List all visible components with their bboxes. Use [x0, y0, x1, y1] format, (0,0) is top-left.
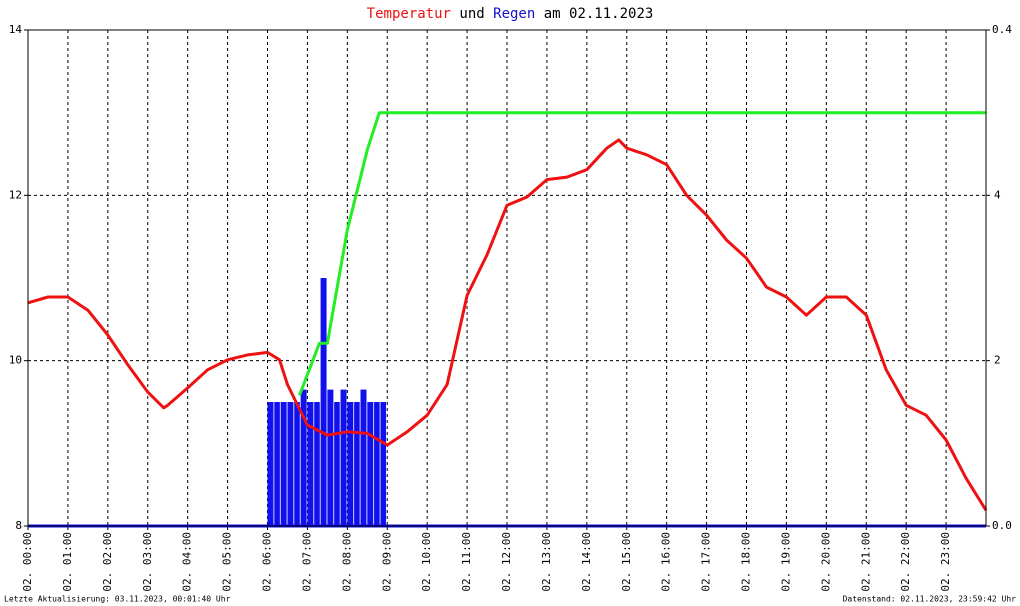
rain-bar	[347, 402, 354, 526]
x-tick-label: 02. 10:00	[420, 532, 433, 592]
title-part: am 02.11.2023	[544, 6, 654, 22]
x-tick-label: 02. 12:00	[500, 532, 513, 592]
y3-tick-label: 0.0	[992, 519, 1012, 532]
x-tick-label: 02. 19:00	[779, 532, 792, 592]
x-tick-label: 02. 05:00	[221, 532, 234, 592]
rain-bar	[294, 402, 300, 526]
footer-right: Datenstand: 02.11.2023, 23:59:42 Uhr	[843, 595, 1017, 604]
x-tick-label: 02. 02:00	[101, 532, 114, 592]
data-line	[297, 111, 986, 396]
x-tick-label: 02. 16:00	[660, 532, 673, 592]
x-tick-label: 02. 23:00	[939, 532, 952, 592]
x-tick-label: 02. 15:00	[620, 532, 633, 592]
rain-bar	[360, 389, 367, 526]
rain-bar	[327, 389, 334, 526]
x-tick-label: 02. 11:00	[460, 532, 473, 592]
rain-bar	[267, 402, 274, 526]
x-tick-label: 02. 22:00	[899, 532, 912, 592]
rain-bar	[307, 402, 314, 526]
data-line	[27, 138, 988, 512]
y-tick-label: 8	[15, 519, 22, 532]
x-tick-label: 02. 00:00	[21, 532, 34, 592]
title-part: Regen	[493, 6, 535, 22]
x-tick-label: 02. 03:00	[141, 532, 154, 592]
y2-tick-label: 4	[994, 188, 1001, 201]
x-tick-label: 02. 20:00	[819, 532, 832, 592]
footer-left: Letzte Aktualisierung: 03.11.2023, 00:01…	[4, 595, 231, 604]
x-tick-label: 02. 17:00	[700, 532, 713, 592]
x-tick-label: 02. 08:00	[340, 532, 353, 592]
rain-bar	[320, 278, 327, 526]
rain-bar	[287, 402, 294, 526]
x-tick-label: 02. 04:00	[181, 532, 194, 592]
rain-bar	[374, 402, 380, 526]
rain-bar	[334, 402, 340, 526]
y3-tick-label: 0.4	[992, 23, 1012, 36]
y-tick-label: 14	[9, 23, 23, 36]
x-tick-label: 02. 06:00	[261, 532, 274, 592]
x-tick-label: 02. 01:00	[61, 532, 74, 592]
rain-bar	[300, 389, 307, 526]
rain-bar	[280, 402, 287, 526]
title-part: und	[459, 6, 484, 22]
rain-bar	[380, 402, 387, 526]
x-tick-label: 02. 07:00	[300, 532, 313, 592]
x-tick-label: 02. 18:00	[740, 532, 753, 592]
rain-bar	[274, 402, 280, 526]
title-part: Temperatur	[367, 6, 451, 22]
rain-bar	[367, 402, 374, 526]
y-tick-label: 12	[9, 188, 22, 201]
rain-bar	[314, 402, 320, 526]
x-tick-label: 02. 14:00	[580, 532, 593, 592]
plot-frame	[27, 29, 987, 527]
rain-bar	[354, 402, 360, 526]
y-tick-label: 10	[9, 354, 22, 367]
x-tick-label: 02. 21:00	[859, 532, 872, 592]
x-tick-label: 02. 09:00	[380, 532, 393, 592]
x-tick-label: 02. 13:00	[540, 532, 553, 592]
y2-tick-label: 2	[994, 354, 1001, 367]
chart-title: Temperatur und Regen am 02.11.2023	[367, 6, 654, 22]
rain-bar	[340, 389, 347, 526]
